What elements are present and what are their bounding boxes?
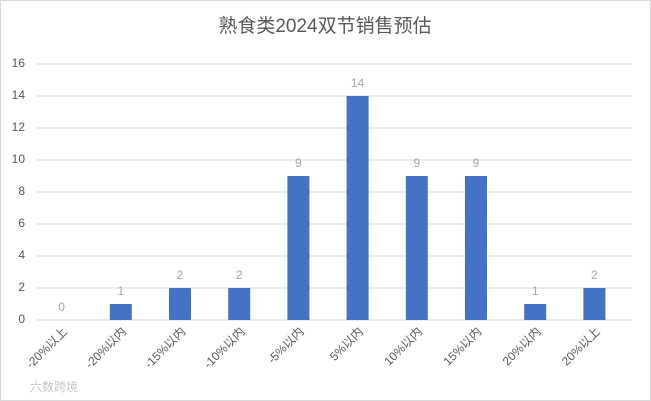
y-tick-label: 12: [12, 120, 26, 134]
chart-title: 熟食类2024双节销售预估: [218, 15, 431, 37]
bar: [405, 176, 428, 320]
bar: [109, 304, 132, 320]
y-tick-label: 2: [18, 280, 25, 294]
bar: [465, 176, 487, 320]
bar: [228, 288, 251, 320]
bar: [346, 96, 369, 320]
data-label: 1: [532, 284, 539, 298]
bar: [583, 288, 606, 320]
y-tick-label: 0: [18, 312, 25, 326]
data-label: 14: [351, 76, 365, 90]
y-tick-label: 6: [18, 216, 25, 230]
y-tick-label: 16: [12, 56, 26, 70]
watermark: 六数跨境: [30, 379, 78, 394]
y-tick-label: 8: [18, 184, 25, 198]
bar: [169, 288, 191, 320]
y-tick-label: 14: [12, 88, 26, 102]
data-label: 9: [295, 156, 302, 170]
bar: [524, 304, 547, 320]
data-label: 2: [236, 268, 243, 282]
y-tick-label: 10: [12, 152, 26, 166]
data-label: 0: [58, 300, 65, 314]
y-tick-label: 4: [18, 248, 25, 262]
data-label: 9: [473, 156, 480, 170]
data-label: 9: [413, 156, 420, 170]
data-label: 2: [591, 268, 598, 282]
bar: [287, 176, 310, 320]
data-label: 1: [117, 284, 124, 298]
data-label: 2: [177, 268, 184, 282]
